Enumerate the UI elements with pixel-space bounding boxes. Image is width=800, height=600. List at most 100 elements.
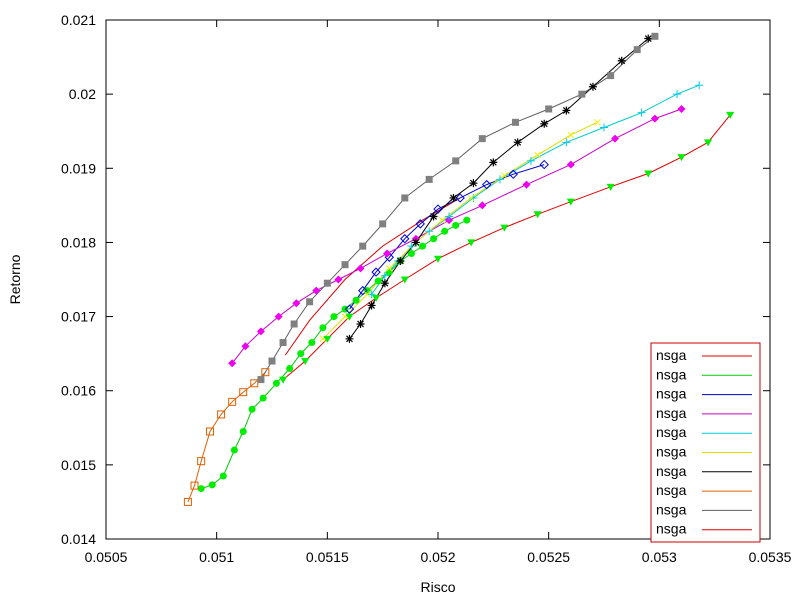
data-point [330,313,338,321]
data-point [449,193,458,202]
data-point [372,295,381,303]
data-point [239,388,248,397]
x-tick-label: 0.0535 [749,549,792,565]
data-point [371,267,381,277]
x-tick-label: 0.0515 [306,549,349,565]
series-line [349,164,545,310]
data-point [452,157,460,165]
legend-label: nsga [656,424,687,440]
data-point [345,334,354,343]
data-point [500,224,509,232]
data-point [217,410,226,419]
data-point [644,34,653,43]
data-point [478,201,487,210]
data-point [439,216,446,224]
data-point [367,301,376,310]
data-point [594,118,601,126]
data-point [588,82,597,91]
series-curves [187,35,731,503]
data-point [704,139,713,147]
data-point [259,394,267,402]
y-tick-label: 0.021 [61,12,96,28]
data-point [401,194,409,202]
data-point [344,304,355,314]
data-point [650,114,659,123]
data-point [677,154,686,162]
data-point [545,105,553,113]
legend-label: nsga [656,521,687,537]
data-point [463,216,471,224]
data-point [385,268,393,276]
data-point [279,339,287,347]
data-point [279,376,288,384]
data-point [539,159,549,170]
legend-label: nsga [656,366,687,382]
x-tick-label: 0.0525 [527,549,570,565]
series-line [282,114,731,380]
data-point [290,320,298,328]
data-point [411,238,420,247]
x-tick-label: 0.0505 [85,549,128,565]
data-point [425,175,433,183]
legend-label: nsga [656,501,687,517]
data-point [380,271,389,280]
data-point [651,32,659,40]
data-point [183,497,192,506]
data-point [190,481,199,490]
data-point [501,172,508,180]
data-point [430,235,438,243]
legend-label: nsga [656,444,687,460]
data-point [356,264,365,273]
data-point [695,81,704,90]
data-point [726,111,735,119]
x-tick-label: 0.051 [199,549,234,565]
data-point [526,156,535,165]
series-line [201,219,468,490]
data-point [415,219,426,229]
data-point [481,179,492,190]
data-point [452,221,460,229]
y-tick-label: 0.014 [61,531,96,547]
data-point [319,324,327,332]
series-line [349,38,649,340]
data-point [495,175,504,184]
data-point [297,350,305,358]
legend-label: nsga [656,463,687,479]
data-point [239,427,247,435]
data-point [374,277,382,285]
data-point [407,250,415,258]
series-points [183,32,735,506]
data-point [301,358,310,366]
data-point [522,180,531,189]
data-point [467,239,476,247]
series-line [371,84,700,295]
data-point [248,405,256,413]
data-point [611,134,620,143]
data-point [359,242,367,250]
data-point [489,158,498,167]
data-point [567,131,575,139]
legend-label: nsga [656,347,687,363]
data-point [441,227,449,235]
data-point [345,313,354,321]
data-point [292,299,301,308]
data-point [562,106,571,115]
data-point [637,108,646,117]
data-point [429,212,438,221]
data-point [508,169,518,179]
data-point [433,204,443,214]
y-tick-label: 0.017 [61,309,96,325]
data-point [467,194,475,202]
data-point [356,319,365,328]
data-point [241,342,250,351]
data-point [607,72,615,80]
legend-label: nsga [656,405,687,421]
data-point [323,335,332,343]
data-point [445,212,454,221]
data-point [396,256,405,265]
data-point [511,118,519,126]
data-point [425,227,434,236]
data-point [400,276,409,284]
y-axis-label: Retorno [7,254,23,304]
